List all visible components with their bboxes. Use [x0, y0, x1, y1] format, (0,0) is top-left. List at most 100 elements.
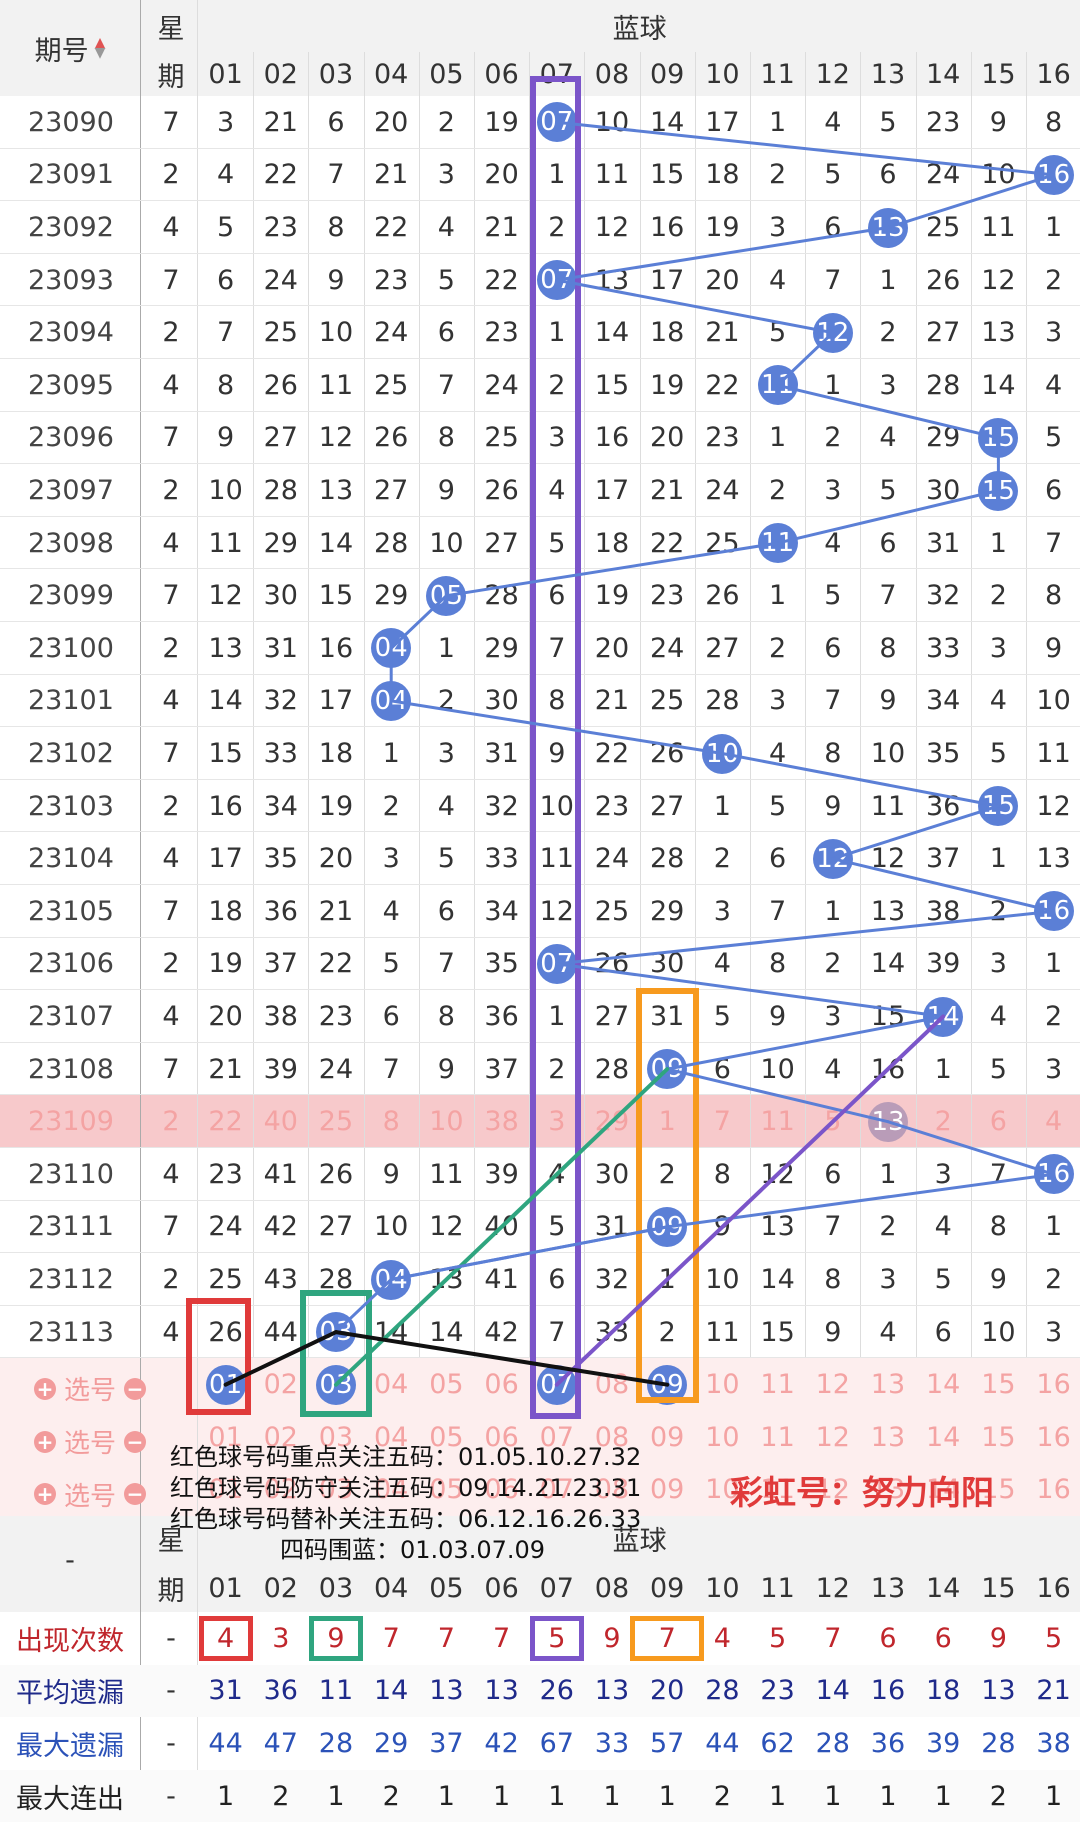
miss-count-cell: 7 [548, 632, 566, 664]
weekday-cell: 4 [162, 211, 180, 243]
issue-number[interactable]: 23106 [28, 948, 114, 980]
issue-number[interactable]: 23110 [28, 1158, 114, 1190]
select-number[interactable]: 08 [594, 1474, 630, 1506]
select-number[interactable]: 05 [429, 1369, 464, 1401]
minus-icon[interactable]: − [124, 1377, 147, 1400]
select-number[interactable]: 16 [1036, 1421, 1071, 1453]
stats-value: 2 [989, 1780, 1007, 1812]
blue-ball[interactable]: 12 [812, 838, 853, 879]
select-number[interactable]: 03 [318, 1474, 354, 1506]
plus-icon[interactable]: + [34, 1483, 56, 1506]
issue-number[interactable]: 23090 [28, 106, 114, 138]
select-number[interactable]: 14 [926, 1369, 961, 1401]
select-number[interactable]: 14 [926, 1421, 961, 1453]
select-number[interactable]: 16 [1036, 1474, 1071, 1506]
miss-count-cell: 4 [989, 1000, 1007, 1032]
select-number[interactable]: 02 [263, 1369, 298, 1401]
issue-number[interactable]: 23094 [28, 317, 114, 349]
select-number[interactable]: 15 [981, 1474, 1016, 1506]
select-number[interactable]: 15 [981, 1369, 1016, 1401]
select-number[interactable]: 08 [594, 1421, 630, 1453]
issue-number[interactable]: 23098 [28, 527, 114, 559]
miss-count-cell: 27 [594, 1000, 630, 1032]
stats-dash: - [166, 1622, 176, 1654]
issue-header[interactable]: 期号 ▲ ▼ [0, 0, 140, 96]
select-number[interactable]: 10 [705, 1474, 740, 1506]
issue-number[interactable]: 23095 [28, 369, 114, 401]
select-number[interactable]: 14 [926, 1474, 961, 1506]
issue-number[interactable]: 23092 [28, 211, 114, 243]
miss-count-cell: 3 [382, 843, 400, 875]
column-header: 06 [484, 58, 519, 90]
select-number[interactable]: 11 [760, 1421, 795, 1453]
miss-count-cell: 4 [382, 895, 400, 927]
select-number[interactable]: 03 [318, 1421, 354, 1453]
issue-number[interactable]: 23112 [28, 1263, 114, 1295]
select-number[interactable]: 06 [484, 1421, 519, 1453]
miss-count-cell: 2 [437, 106, 455, 138]
select-number[interactable]: 04 [374, 1369, 409, 1401]
select-number[interactable]: 12 [815, 1421, 850, 1453]
select-number[interactable]: 05 [429, 1474, 464, 1506]
select-number[interactable]: 10 [705, 1369, 740, 1401]
miss-count-cell: 25 [263, 317, 298, 349]
plus-icon[interactable]: + [34, 1430, 56, 1453]
select-number[interactable]: 11 [760, 1369, 795, 1401]
issue-number[interactable]: 23097 [28, 474, 114, 506]
column-header: 12 [815, 58, 850, 90]
miss-count-cell: 24 [705, 474, 740, 506]
select-number[interactable]: 13 [870, 1474, 906, 1506]
miss-count-cell: 15 [650, 159, 685, 191]
issue-number[interactable]: 23113 [28, 1316, 114, 1348]
select-number[interactable]: 13 [870, 1421, 906, 1453]
select-number[interactable]: 06 [484, 1474, 519, 1506]
select-number[interactable]: 12 [815, 1474, 850, 1506]
select-number[interactable]: 15 [981, 1421, 1016, 1453]
issue-number[interactable]: 23093 [28, 264, 114, 296]
select-number[interactable]: 01 [208, 1474, 243, 1506]
issue-number[interactable]: 23108 [28, 1053, 114, 1085]
select-number[interactable]: 04 [374, 1421, 409, 1453]
divider [529, 52, 531, 1359]
column-header: 07 [539, 58, 574, 90]
issue-number[interactable]: 23099 [28, 580, 114, 612]
issue-number[interactable]: 23102 [28, 737, 114, 769]
issue-number[interactable]: 23103 [28, 790, 114, 822]
issue-number[interactable]: 23101 [28, 685, 114, 717]
row-divider [0, 1041, 1080, 1043]
select-number[interactable]: 11 [760, 1474, 795, 1506]
plus-icon[interactable]: + [34, 1377, 56, 1400]
blue-ball[interactable]: 04 [371, 680, 412, 721]
issue-number[interactable]: 23100 [28, 632, 114, 664]
select-number[interactable]: 06 [484, 1369, 519, 1401]
select-number[interactable]: 10 [705, 1421, 740, 1453]
issue-number[interactable]: 23096 [28, 422, 114, 454]
select-number[interactable]: 02 [263, 1421, 298, 1453]
issue-number[interactable]: 23105 [28, 895, 114, 927]
select-number[interactable]: 07 [539, 1421, 574, 1453]
minus-icon[interactable]: − [124, 1430, 147, 1453]
issue-number[interactable]: 23091 [28, 159, 114, 191]
select-number[interactable]: 02 [263, 1474, 298, 1506]
select-number[interactable]: 09 [650, 1421, 685, 1453]
select-number[interactable]: 04 [374, 1474, 409, 1506]
select-number[interactable]: 16 [1036, 1369, 1071, 1401]
select-number[interactable]: 01 [208, 1421, 243, 1453]
sort-updown-icon[interactable]: ▲ ▼ [94, 35, 106, 61]
select-number[interactable]: 07 [539, 1474, 574, 1506]
select-number[interactable]: 09 [650, 1474, 685, 1506]
issue-number[interactable]: 23111 [28, 1211, 114, 1243]
miss-count-cell: 15 [760, 1316, 795, 1348]
miss-count-cell: 23 [705, 422, 740, 454]
select-number[interactable]: 13 [870, 1369, 906, 1401]
miss-count-cell: 29 [650, 895, 685, 927]
minus-icon[interactable]: − [124, 1483, 147, 1506]
stats-label: 出现次数 [16, 1625, 124, 1657]
select-number[interactable]: 12 [815, 1369, 850, 1401]
miss-count-cell: 3 [934, 1158, 952, 1190]
issue-number[interactable]: 23107 [28, 1000, 114, 1032]
issue-number[interactable]: 23104 [28, 843, 114, 875]
issue-number[interactable]: 23109 [28, 1106, 114, 1138]
select-number[interactable]: 05 [429, 1421, 464, 1453]
miss-count-cell: 15 [318, 580, 354, 612]
